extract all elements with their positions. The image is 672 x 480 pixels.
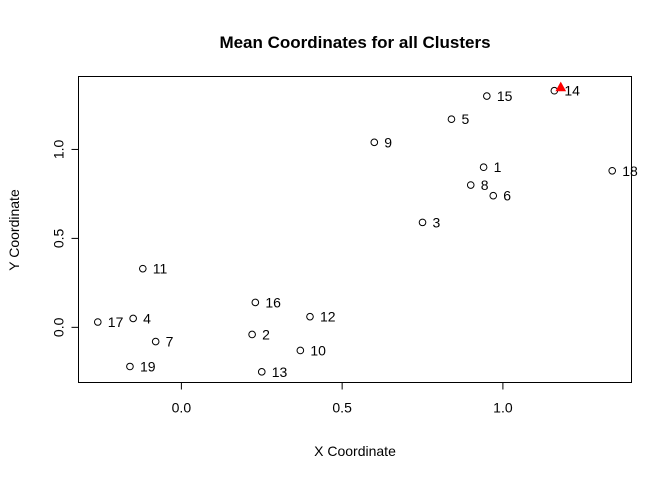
point-label: 16 (265, 294, 281, 310)
plot-area (78, 76, 632, 383)
y-tick-label: 1.0 (51, 140, 67, 160)
x-axis: 0.0 0.5 1.0 (172, 382, 513, 416)
point-label: 7 (166, 334, 174, 350)
highlight-marker (555, 81, 567, 92)
data-point (139, 264, 147, 273)
x-tick-label: 0.0 (172, 400, 192, 416)
data-point (251, 298, 260, 307)
point-label: 6 (503, 188, 511, 204)
data-point (129, 314, 137, 323)
data-point (608, 166, 617, 175)
data-point (489, 191, 498, 200)
data-point (296, 346, 305, 355)
data-point (483, 92, 491, 100)
x-axis-label: X Coordinate (314, 443, 396, 459)
x-tick-label: 0.5 (332, 400, 352, 416)
point-label: 8 (481, 177, 489, 193)
point-label: 19 (140, 358, 156, 374)
data-point (447, 115, 456, 123)
point-label: 17 (108, 314, 124, 330)
point-label: 5 (461, 111, 469, 127)
point-label: 4 (143, 310, 151, 326)
point-label: 13 (272, 364, 288, 380)
chart-title: Mean Coordinates for all Clusters (219, 33, 490, 52)
data-point (418, 218, 427, 227)
point-label: 9 (384, 134, 392, 150)
y-tick-label: 0.5 (51, 228, 67, 248)
data-point (479, 163, 488, 172)
data-point (257, 368, 266, 376)
data-point (126, 362, 134, 371)
point-label: 15 (497, 88, 513, 104)
y-axis-label: Y Coordinate (6, 189, 22, 271)
point-label: 12 (320, 309, 336, 325)
y-tick-label: 0.0 (51, 317, 67, 337)
point-label: 10 (310, 342, 326, 358)
data-point (248, 330, 256, 339)
point-label: 14 (564, 83, 580, 99)
x-tick-label: 1.0 (493, 400, 513, 416)
point-label: 18 (622, 163, 638, 179)
y-axis: 0.0 0.5 1.0 (51, 140, 79, 337)
point-label: 3 (433, 214, 441, 230)
point-label: 11 (153, 261, 168, 277)
data-point (370, 138, 379, 147)
point-label: 1 (494, 159, 502, 175)
data-point (306, 312, 314, 321)
data-point (151, 337, 160, 346)
point-label: 2 (262, 326, 270, 342)
data-point (466, 181, 475, 189)
data-point (93, 318, 102, 326)
